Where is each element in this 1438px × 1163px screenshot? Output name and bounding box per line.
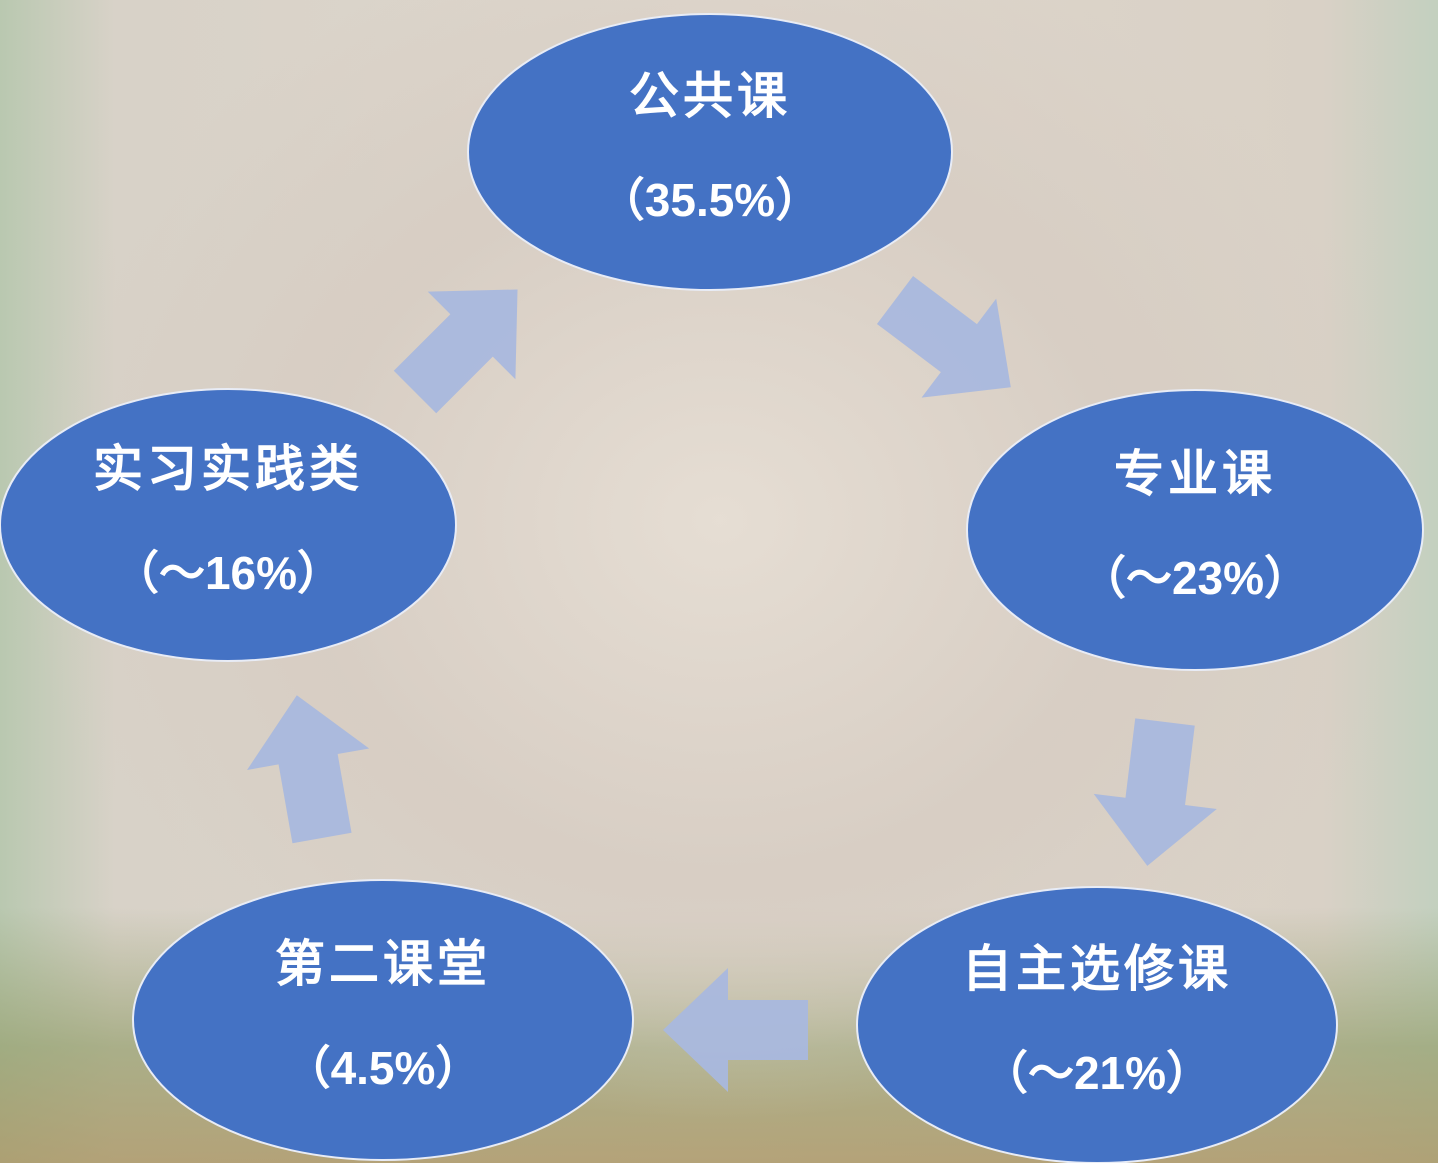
node-share: （35.5%） <box>599 174 821 226</box>
page: 公共课 （35.5%） 专业课 （～23%） 自主选修课 （～21%） 第二课堂 （4.5%）… <box>0 0 1438 1163</box>
arrow <box>858 250 1048 436</box>
node <box>133 880 633 1160</box>
node-share: （4.5%） <box>285 1042 482 1094</box>
arrow <box>663 968 808 1092</box>
node-share: （～23%） <box>1080 552 1310 604</box>
arrow <box>236 684 383 848</box>
node-label: 专业课 <box>1114 446 1276 502</box>
node-label: 自主选修课 <box>962 941 1232 997</box>
node-share: （～16%） <box>113 547 343 599</box>
node-label: 第二课堂 <box>275 936 491 992</box>
node-label: 实习实践类 <box>93 441 363 497</box>
node-label: 公共课 <box>629 68 791 124</box>
node <box>468 14 952 290</box>
arrow <box>1086 714 1227 873</box>
arrow <box>371 246 561 436</box>
diagram: 公共课 （35.5%） 专业课 （～23%） 自主选修课 （～21%） 第二课堂 （4.5%）… <box>0 0 1438 1163</box>
node-share: （～21%） <box>982 1047 1212 1099</box>
node <box>857 887 1337 1163</box>
node <box>0 389 456 661</box>
node <box>967 390 1423 670</box>
